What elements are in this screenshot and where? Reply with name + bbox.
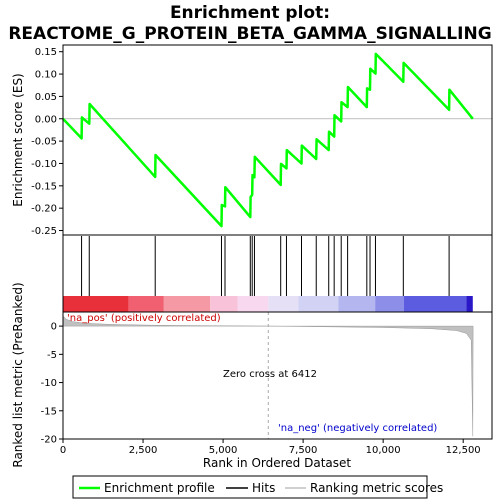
x-tick-label: 10,000 bbox=[366, 445, 401, 456]
es-y-tick-label: -0.05 bbox=[31, 137, 57, 148]
legend-profile-label: Enrichment profile bbox=[104, 481, 215, 495]
metric-y-tick-label: -20 bbox=[41, 435, 57, 446]
x-tick-label: 2,500 bbox=[129, 445, 158, 456]
es-y-tick-label: 0.05 bbox=[35, 92, 57, 103]
ranking-color-bar bbox=[63, 296, 473, 312]
color-bar-segment bbox=[237, 296, 269, 312]
es-y-tick-label: -0.10 bbox=[31, 159, 57, 170]
positive-correlation-label: 'na_pos' (positively correlated) bbox=[67, 313, 221, 324]
x-tick-label: 0 bbox=[60, 445, 66, 456]
color-bar-segment bbox=[403, 296, 467, 312]
x-tick-label: 7,500 bbox=[289, 445, 318, 456]
color-bar-segment bbox=[298, 296, 339, 312]
color-bar-segment bbox=[268, 296, 299, 312]
es-y-tick-label: -0.25 bbox=[31, 226, 57, 237]
es-y-tick-label: -0.20 bbox=[31, 204, 57, 215]
legend: Enrichment profile Hits Ranking metric s… bbox=[72, 475, 443, 499]
metric-y-tick-label: -10 bbox=[41, 378, 57, 389]
metric-panel: 0 -5 -10 -15 -20 'na_pos' (positively correl… bbox=[11, 282, 493, 468]
zero-cross-label: Zero cross at 6412 bbox=[223, 369, 317, 380]
x-axis-ticks: 0 2,500 5,000 7,500 10,000 12,500 bbox=[60, 439, 481, 456]
color-bar-segment bbox=[163, 296, 211, 312]
plot-title-line1: Enrichment plot: bbox=[170, 3, 330, 23]
plot-title-line2: REACTOME_G_PROTEIN_BETA_GAMMA_SIGNALLING bbox=[8, 24, 491, 44]
es-panel: -0.25 -0.20 -0.15 -0.10 -0.05 0.00 0.05 0.10 0.1… bbox=[11, 44, 493, 237]
color-bar-segment bbox=[338, 296, 376, 312]
es-y-ticks: -0.25 -0.20 -0.15 -0.10 -0.05 0.00 0.05 0.10 0.1… bbox=[31, 47, 63, 237]
metric-y-ticks: 0 -5 -10 -15 -20 bbox=[41, 322, 63, 446]
negative-correlation-label: 'na_neg' (negatively correlated) bbox=[278, 423, 437, 434]
es-y-tick-label: -0.15 bbox=[31, 181, 57, 192]
es-y-tick-label: 0.15 bbox=[35, 47, 57, 58]
es-panel-frame bbox=[62, 44, 493, 236]
metric-panel-frame bbox=[62, 311, 493, 440]
es-y-tick-label: 0.00 bbox=[35, 114, 57, 125]
legend-box bbox=[72, 475, 428, 499]
color-bar-segment bbox=[466, 296, 473, 312]
x-tick-label: 12,500 bbox=[446, 445, 481, 456]
metric-y-tick-label: -15 bbox=[41, 406, 57, 417]
color-bar-segment bbox=[375, 296, 404, 312]
es-y-tick-label: 0.10 bbox=[35, 70, 57, 81]
x-axis-label: Rank in Ordered Dataset bbox=[203, 456, 351, 470]
color-bar-segment bbox=[210, 296, 238, 312]
color-bar-segment bbox=[63, 296, 129, 312]
legend-hits-label: Hits bbox=[252, 481, 275, 495]
ranking-metric-area bbox=[62, 315, 474, 437]
metric-y-axis-label: Ranked list metric (PreRanked) bbox=[11, 282, 25, 467]
color-bar-segment bbox=[128, 296, 164, 312]
hit-markers bbox=[81, 236, 450, 296]
legend-metric-label: Ranking metric scores bbox=[310, 481, 443, 495]
es-profile-line bbox=[62, 52, 474, 228]
es-y-axis-label: Enrichment score (ES) bbox=[11, 73, 25, 206]
metric-y-tick-label: -5 bbox=[47, 350, 57, 361]
x-tick-label: 5,000 bbox=[209, 445, 238, 456]
hits-panel bbox=[62, 234, 493, 313]
metric-y-tick-label: 0 bbox=[51, 322, 57, 333]
